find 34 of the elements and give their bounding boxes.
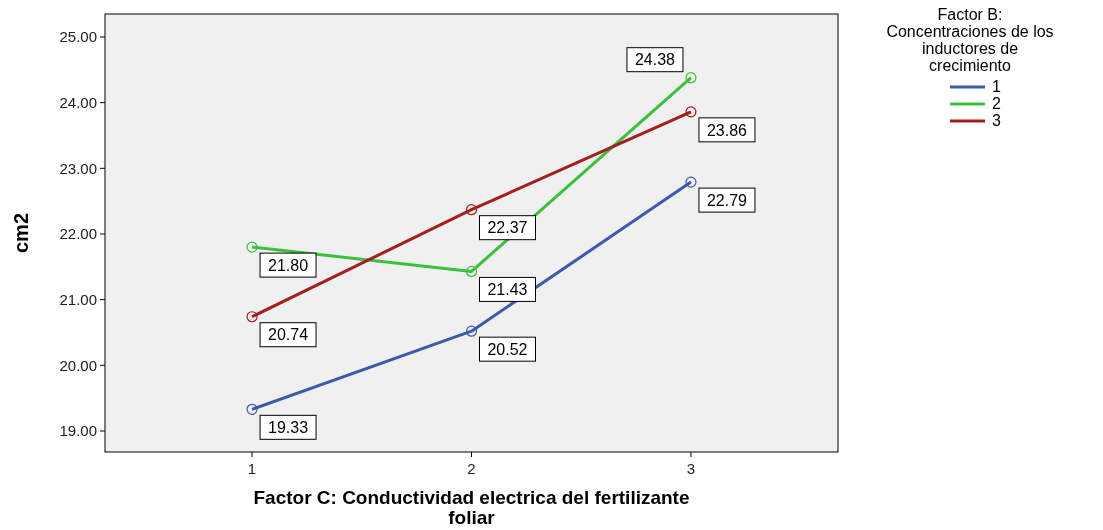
legend-label: 3 [992,112,1001,129]
y-tick-label: 25.00 [59,28,97,46]
data-label: 19.33 [268,419,309,437]
data-label: 21.43 [487,281,528,299]
data-label: 22.37 [487,219,528,237]
point [465,265,478,278]
point [246,241,258,253]
data-label: 23.86 [706,121,748,139]
data-label: 21.80 [268,256,309,274]
legend-label: 2 [992,95,1001,112]
point [246,311,258,323]
point [685,106,697,118]
data-label: 22.79 [706,191,748,209]
point [685,72,697,84]
x-tick-label: 2 [467,460,476,477]
x-tick-label: 3 [686,460,696,477]
data-label: 20.52 [487,340,528,358]
point [246,403,258,415]
y-tick-label: 21.00 [59,290,97,308]
legend-label: 1 [992,78,1001,95]
x-tick-label: 1 [247,460,257,477]
x-axis-title: Factor C: Conductividad electrica del fertilizante foliar [253,487,690,528]
y-tick-label: 24.00 [59,93,97,111]
y-tick-label: 19.00 [59,422,97,440]
point [465,204,478,216]
y-tick-label: 20.00 [59,356,97,374]
y-axis-title: cm2 [10,212,32,254]
legend-title: Factor B: Concentraciones de los inductores de crecimiento [886,6,1054,74]
y-tick-label: 23.00 [59,159,97,177]
data-label: 20.74 [268,326,309,344]
data-label: 24.38 [634,51,676,69]
y-tick-label: 22.00 [59,225,97,243]
point [685,176,697,188]
point [465,325,478,337]
